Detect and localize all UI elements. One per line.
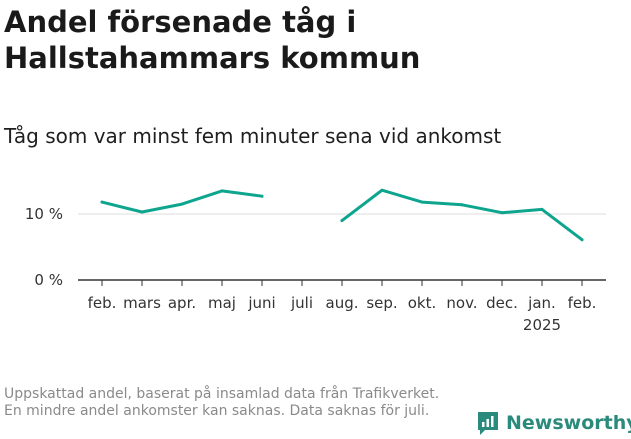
x-tick-label: apr. [168,294,196,312]
x-tick-label: mars [123,294,161,312]
x-tick-label: feb. [568,294,597,312]
chart-subtitle: Tåg som var minst fem minuter sena vid a… [4,124,502,148]
brand-logo: Newsworthy [476,408,631,438]
x-tick-label: maj [208,294,236,312]
line-chart: 0 % 10 % feb. mars apr. maj juni juli aug. sep. o… [25,188,606,334]
x-year-label: 2025 [523,316,561,334]
x-tick-label: juli [290,294,313,312]
brand-name: Newsworthy [506,412,631,434]
series [100,188,584,242]
x-tick-label: jan. [527,294,556,312]
chart-title: Andel försenade tåg i Hallstahammars kom… [4,5,421,75]
x-axis: feb. mars apr. maj juni juli aug. sep. okt. nov. d… [88,280,597,334]
gridlines: 0 % 10 % [25,205,606,289]
footnote: Uppskattad andel, baserat på insamlad da… [4,386,440,419]
newsworthy-logo-icon [478,412,498,435]
y-tick-label: 10 % [25,205,63,223]
x-tick-label: aug. [326,294,359,312]
y-tick-label: 0 % [34,271,63,289]
series-line [100,189,264,214]
x-tick-label: okt. [408,294,437,312]
x-tick-label: juni [247,294,275,312]
x-tick-label: dec. [486,294,518,312]
x-tick-label: feb. [88,294,117,312]
series-line [340,188,584,242]
x-tick-label: sep. [366,294,397,312]
x-tick-label: nov. [446,294,477,312]
